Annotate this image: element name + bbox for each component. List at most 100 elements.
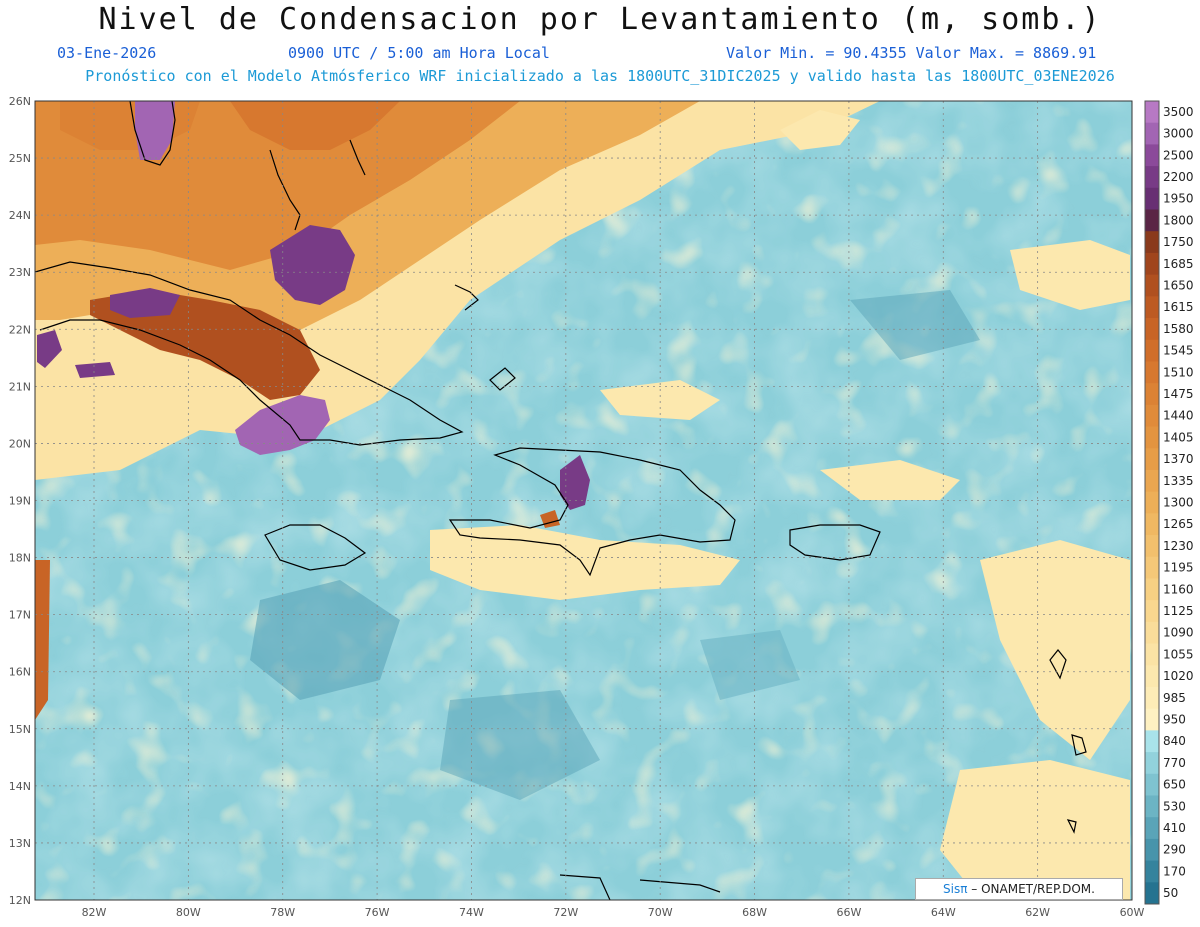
lon-label: 62W — [1025, 906, 1050, 919]
lon-label: 60W — [1120, 906, 1145, 919]
lat-label: 21N — [9, 380, 31, 393]
lat-label: 23N — [9, 266, 31, 279]
lon-label: 82W — [82, 906, 107, 919]
map-title: Nivel de Condensacion por Levantamiento … — [98, 2, 1102, 37]
colorbar-label: 50 — [1163, 886, 1178, 900]
min-max-values: Valor Min. = 90.4355 Valor Max. = 8869.9… — [726, 44, 1097, 62]
lon-label: 68W — [742, 906, 767, 919]
colorbar-label: 290 — [1163, 843, 1186, 857]
lat-label: 18N — [9, 552, 31, 565]
credit-box: Sisπ – ONAMET/REP.DOM. — [915, 878, 1123, 900]
colorbar-swatch — [1145, 491, 1159, 514]
lat-label: 26N — [9, 95, 31, 108]
colorbar-label: 1055 — [1163, 647, 1194, 661]
colorbar-swatch — [1145, 209, 1159, 232]
colorbar-swatch — [1145, 773, 1159, 796]
lat-label: 16N — [9, 666, 31, 679]
colorbar-label: 1230 — [1163, 539, 1194, 553]
colorbar: 3500 3000 2500 2200 1950 1800 1750 1685 1650 1615… — [1144, 100, 1194, 905]
colorbar-swatch — [1145, 274, 1159, 297]
colorbar-label: 1685 — [1163, 257, 1194, 271]
colorbar-label: 1300 — [1163, 496, 1194, 510]
colorbar-swatch — [1145, 600, 1159, 623]
lat-label: 14N — [9, 780, 31, 793]
colorbar-label: 530 — [1163, 799, 1186, 813]
colorbar-swatch — [1145, 817, 1159, 840]
colorbar-label: 2200 — [1163, 170, 1194, 184]
colorbar-swatch — [1145, 730, 1159, 753]
colorbar-swatch — [1145, 621, 1159, 645]
lon-label: 74W — [459, 906, 484, 919]
lat-label: 13N — [9, 837, 31, 850]
colorbar-label: 1090 — [1163, 626, 1194, 640]
lat-label: 17N — [9, 609, 31, 622]
colorbar-swatch — [1145, 686, 1159, 710]
colorbar-label: 1475 — [1163, 387, 1194, 401]
colorbar-swatch — [1145, 708, 1159, 731]
colorbar-label: 650 — [1163, 778, 1186, 792]
lon-label: 70W — [648, 906, 673, 919]
colorbar-label: 1335 — [1163, 474, 1194, 488]
colorbar-swatch — [1145, 339, 1159, 362]
colorbar-swatch — [1145, 426, 1159, 449]
colorbar-label: 410 — [1163, 821, 1186, 835]
colorbar-label: 1510 — [1163, 365, 1194, 379]
colorbar-swatch — [1145, 795, 1159, 818]
colorbar-label: 3000 — [1163, 127, 1194, 141]
colorbar-swatch — [1145, 882, 1159, 905]
colorbar-swatch — [1145, 860, 1159, 883]
colorbar-swatch — [1145, 643, 1159, 666]
longitude-labels: 82W 80W 78W 76W 74W 72W 70W 68W 66W 64W 62W 60W — [82, 906, 1145, 919]
coastlines — [35, 101, 1087, 900]
colorbar-label: 840 — [1163, 734, 1186, 748]
colorbar-swatch — [1145, 513, 1159, 536]
credit-rest: – ONAMET/REP.DOM. — [971, 882, 1095, 896]
colorbar-label: 1195 — [1163, 561, 1194, 575]
lon-label: 72W — [553, 906, 578, 919]
colorbar-label: 1405 — [1163, 430, 1194, 444]
colorbar-swatch — [1145, 296, 1159, 319]
lat-label: 19N — [9, 495, 31, 508]
graticule — [35, 101, 1132, 900]
colorbar-swatch — [1145, 556, 1159, 579]
colorbar-frame — [1144, 100, 1160, 905]
forecast-time: 0900 UTC / 5:00 am Hora Local — [288, 44, 550, 62]
colorbar-swatch — [1145, 578, 1159, 601]
lat-label: 12N — [9, 894, 31, 907]
lon-label: 78W — [270, 906, 295, 919]
colorbar-label: 1615 — [1163, 300, 1194, 314]
colorbar-swatch — [1145, 838, 1159, 862]
colorbar-label: 1950 — [1163, 192, 1194, 206]
lat-label: 20N — [9, 437, 31, 450]
credit-sis: Sisπ — [943, 882, 968, 896]
colorbar-label: 1650 — [1163, 278, 1194, 292]
colorbar-swatch — [1145, 361, 1159, 384]
colorbar-label: 770 — [1163, 756, 1186, 770]
colorbar-swatch — [1145, 187, 1159, 211]
colorbar-swatch — [1145, 752, 1159, 775]
colorbar-swatch — [1145, 252, 1159, 276]
map-frame — [34, 100, 1133, 901]
colorbar-label: 1370 — [1163, 452, 1194, 466]
colorbar-label: 985 — [1163, 691, 1186, 705]
colorbar-swatch — [1145, 166, 1159, 189]
lon-label: 64W — [931, 906, 956, 919]
lat-label: 15N — [9, 723, 31, 736]
colorbar-label: 1545 — [1163, 344, 1194, 358]
colorbar-swatch — [1145, 144, 1159, 167]
colorbar-label: 3500 — [1163, 105, 1194, 119]
colorbar-label: 1265 — [1163, 517, 1194, 531]
colorbar-label: 1440 — [1163, 409, 1194, 423]
colorbar-label: 2500 — [1163, 148, 1194, 162]
lat-label: 25N — [9, 152, 31, 165]
lon-label: 76W — [365, 906, 390, 919]
colorbar-label: 170 — [1163, 864, 1186, 878]
colorbar-swatch — [1145, 318, 1159, 341]
colorbar-swatch — [1145, 535, 1159, 558]
colorbar-label: 1160 — [1163, 582, 1194, 596]
colorbar-swatch — [1145, 469, 1159, 493]
forecast-date: 03-Ene-2026 — [57, 44, 157, 62]
latitude-labels: 26N 25N 24N 23N 22N 21N 20N 19N 18N 17N 16N 15N 14N 1… — [9, 95, 31, 907]
colorbar-swatch — [1145, 448, 1159, 471]
colorbar-swatch — [1145, 101, 1159, 124]
